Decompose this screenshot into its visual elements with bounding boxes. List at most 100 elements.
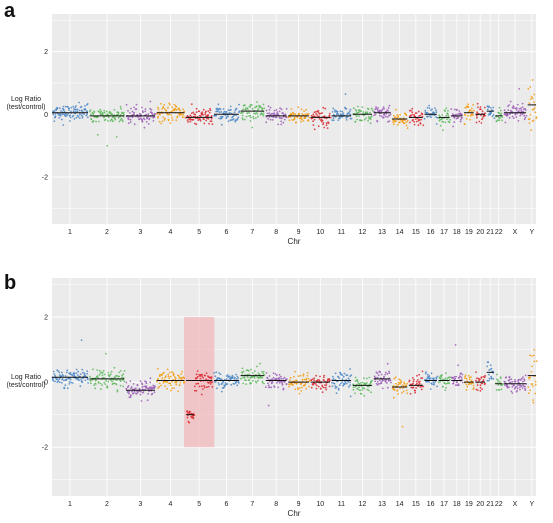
data-point-chr5 bbox=[186, 412, 189, 414]
data-point-chr14 bbox=[397, 383, 400, 386]
data-point-chr10 bbox=[315, 374, 318, 377]
data-point-chr4 bbox=[164, 117, 167, 120]
data-point-chr8 bbox=[273, 112, 276, 114]
data-point-chr21 bbox=[487, 361, 490, 364]
data-point-chr13 bbox=[374, 380, 376, 383]
data-point-chr15 bbox=[422, 385, 425, 388]
data-point-chr16 bbox=[426, 380, 429, 383]
data-point-chr3 bbox=[132, 388, 134, 391]
data-point-chr16 bbox=[425, 371, 427, 373]
data-point-chr13 bbox=[379, 114, 381, 117]
data-point-chr1 bbox=[53, 373, 56, 375]
data-point-chr6 bbox=[218, 117, 220, 120]
data-point-chr4 bbox=[167, 119, 170, 122]
data-point-chr12 bbox=[367, 119, 369, 122]
data-point-chr8 bbox=[278, 378, 281, 381]
data-point-chr2 bbox=[123, 380, 126, 383]
data-point-chr3 bbox=[145, 113, 148, 116]
data-point-chr1 bbox=[69, 114, 72, 116]
data-point-chr8 bbox=[265, 372, 268, 374]
data-point-chr5 bbox=[188, 412, 191, 415]
x-tick-label: 8 bbox=[274, 501, 278, 508]
data-point-chr9 bbox=[294, 370, 296, 373]
data-point-chr1 bbox=[68, 383, 71, 385]
data-point-chr8 bbox=[275, 116, 278, 119]
data-point-chr9 bbox=[305, 377, 308, 380]
data-point-chr18 bbox=[456, 108, 458, 111]
data-point-chr1 bbox=[68, 109, 70, 111]
data-point-chr18 bbox=[461, 117, 464, 119]
data-point-chr17 bbox=[442, 378, 445, 381]
data-point-chr6 bbox=[215, 371, 218, 374]
data-point-chr15 bbox=[415, 380, 418, 383]
data-point-chr7 bbox=[248, 379, 251, 382]
data-point-chr9 bbox=[296, 116, 299, 118]
data-point-chr11 bbox=[336, 110, 339, 113]
data-point-chr20 bbox=[483, 376, 486, 379]
data-point-chr6 bbox=[218, 383, 221, 386]
data-point-chr13 bbox=[376, 384, 379, 386]
data-point-chr11 bbox=[333, 382, 336, 385]
data-point-chr5 bbox=[186, 416, 189, 419]
data-point-chr5 bbox=[189, 410, 191, 413]
data-point-chr12 bbox=[355, 115, 358, 118]
data-point-chr1 bbox=[84, 108, 87, 110]
data-point-chr4 bbox=[169, 382, 172, 385]
data-point-chr18 bbox=[459, 120, 462, 123]
data-point-chr4 bbox=[168, 103, 171, 106]
data-point-chr12 bbox=[354, 380, 357, 382]
data-point-chr3 bbox=[138, 118, 141, 121]
data-point-chr4 bbox=[166, 368, 169, 371]
data-point-chr11 bbox=[348, 385, 350, 388]
data-point-chr17 bbox=[441, 117, 443, 120]
data-point-chr10 bbox=[312, 383, 315, 386]
data-point-chr8 bbox=[267, 105, 270, 108]
data-point-chr1 bbox=[53, 116, 56, 119]
x-tick-label: 9 bbox=[297, 501, 301, 508]
x-tick-label: 7 bbox=[250, 501, 254, 508]
data-point-chr22 bbox=[502, 383, 504, 385]
data-point-chr19 bbox=[468, 382, 471, 385]
data-point-chr21 bbox=[486, 105, 489, 108]
data-point-chr8 bbox=[275, 378, 278, 381]
data-point-chr6 bbox=[230, 383, 233, 386]
data-point-chr7 bbox=[257, 115, 259, 118]
data-point-chr3 bbox=[151, 113, 154, 116]
data-point-chr12 bbox=[361, 119, 363, 122]
data-point-chr10 bbox=[323, 374, 326, 377]
data-point-chr11 bbox=[349, 384, 351, 386]
data-point-chr2 bbox=[122, 373, 125, 376]
data-point-chr17 bbox=[445, 386, 447, 389]
data-point-chr13 bbox=[380, 373, 383, 376]
data-point-chr9 bbox=[307, 113, 310, 116]
data-point-chr14 bbox=[402, 119, 405, 121]
data-point-chr7 bbox=[263, 382, 265, 385]
data-point-chr10 bbox=[313, 128, 316, 131]
data-point-chr19 bbox=[469, 114, 472, 117]
data-point-chr15 bbox=[409, 121, 411, 124]
data-point-chr4 bbox=[157, 387, 160, 389]
data-point-chr11 bbox=[338, 377, 341, 379]
data-point-chr7 bbox=[245, 115, 248, 118]
data-point-chr4 bbox=[164, 375, 167, 378]
data-point-chr20 bbox=[481, 388, 483, 390]
x-tick-label: 4 bbox=[169, 501, 173, 508]
data-point-chr16 bbox=[435, 111, 438, 114]
data-point-chr5 bbox=[202, 388, 204, 390]
data-point-chr5 bbox=[202, 377, 205, 379]
data-point-chr6 bbox=[237, 116, 240, 119]
x-tick-label: 19 bbox=[465, 229, 473, 236]
data-point-chr1 bbox=[61, 378, 64, 380]
data-point-chr13 bbox=[381, 387, 384, 390]
data-point-chr1 bbox=[59, 113, 62, 115]
data-point-chrY bbox=[533, 360, 536, 363]
data-point-chr2 bbox=[105, 380, 107, 382]
x-tick-label: 14 bbox=[396, 229, 404, 236]
data-point-chr14 bbox=[392, 396, 395, 399]
data-point-chr7 bbox=[255, 381, 258, 384]
data-point-chr18 bbox=[456, 113, 458, 116]
data-point-chrY bbox=[532, 119, 535, 122]
data-point-chr17 bbox=[447, 110, 449, 112]
data-point-chr1 bbox=[57, 380, 60, 383]
data-point-chr17 bbox=[449, 378, 451, 381]
